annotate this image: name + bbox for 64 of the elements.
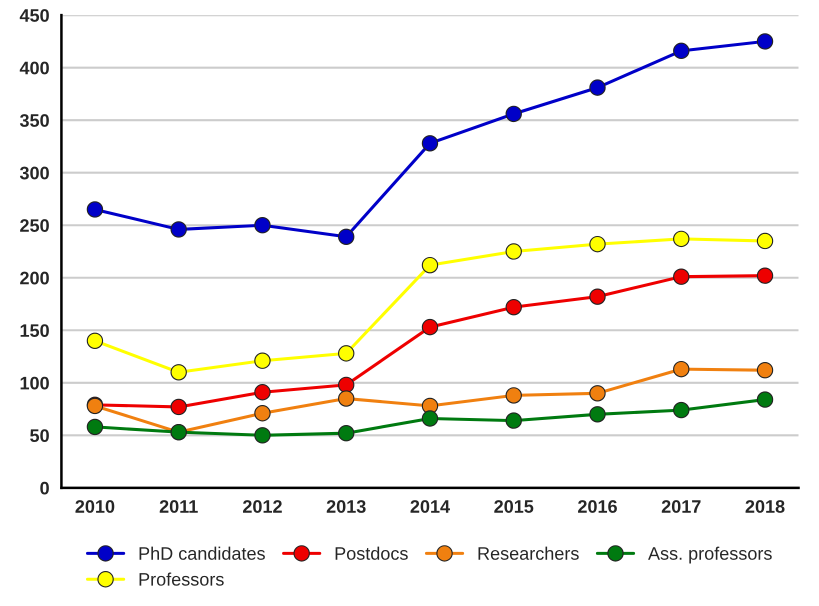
point	[422, 256, 438, 274]
point	[589, 385, 606, 402]
point	[170, 364, 187, 380]
y-tick-label: 300	[20, 166, 49, 180]
point	[673, 402, 690, 418]
x-tick-label: 2015	[494, 500, 534, 513]
x-tick-label: 2012	[242, 500, 282, 513]
legend-label: Postdocs	[336, 546, 408, 560]
point	[756, 33, 774, 50]
point	[338, 425, 354, 442]
point	[254, 405, 271, 422]
legend-label: Researchers	[478, 546, 579, 560]
y-tick-label: 450	[20, 9, 49, 22]
legend-label: Professors	[140, 572, 224, 586]
point	[86, 201, 104, 218]
point	[422, 318, 438, 336]
point	[589, 236, 606, 252]
x-tick-label: 2017	[662, 500, 701, 513]
point	[506, 412, 522, 429]
point	[422, 410, 438, 427]
point	[254, 352, 271, 369]
point	[756, 391, 774, 408]
point	[170, 221, 187, 238]
point	[589, 288, 606, 305]
point	[506, 243, 522, 260]
point	[506, 387, 522, 404]
point	[338, 390, 354, 407]
point	[422, 135, 438, 152]
point	[254, 384, 271, 400]
point	[589, 406, 606, 422]
y-tick-label: 150	[20, 324, 49, 337]
legend-label: PhD candidates	[140, 546, 265, 560]
point	[756, 267, 774, 284]
x-tick-label: 2011	[160, 500, 198, 513]
point	[589, 79, 606, 96]
point	[673, 360, 690, 378]
y-tick-label: 250	[20, 219, 49, 232]
y-tick-label: 200	[20, 272, 49, 284]
point	[254, 217, 271, 234]
y-tick-label: 400	[20, 62, 49, 74]
y-tick-label: 50	[30, 429, 49, 442]
point	[338, 376, 354, 394]
point	[756, 362, 774, 378]
legend-label: Ass. professors	[648, 546, 772, 564]
x-tick-label: 2016	[578, 500, 617, 513]
y-tick-label: 0	[40, 482, 49, 495]
point	[86, 418, 104, 436]
point	[506, 298, 522, 316]
point	[86, 332, 104, 349]
point	[506, 106, 522, 122]
point	[756, 232, 774, 250]
point	[673, 268, 690, 285]
point	[170, 398, 187, 416]
y-tick-label: 350	[20, 114, 49, 127]
x-tick-label: 2013	[326, 500, 366, 513]
x-tick-label: 2010	[75, 500, 114, 513]
y-tick-label: 100	[20, 376, 49, 390]
point	[254, 427, 271, 444]
point	[338, 345, 354, 362]
x-tick-label: 2018	[746, 500, 785, 513]
point	[338, 228, 354, 245]
x-tick-label: 2014	[410, 500, 450, 513]
point	[673, 42, 690, 60]
point	[673, 230, 690, 248]
